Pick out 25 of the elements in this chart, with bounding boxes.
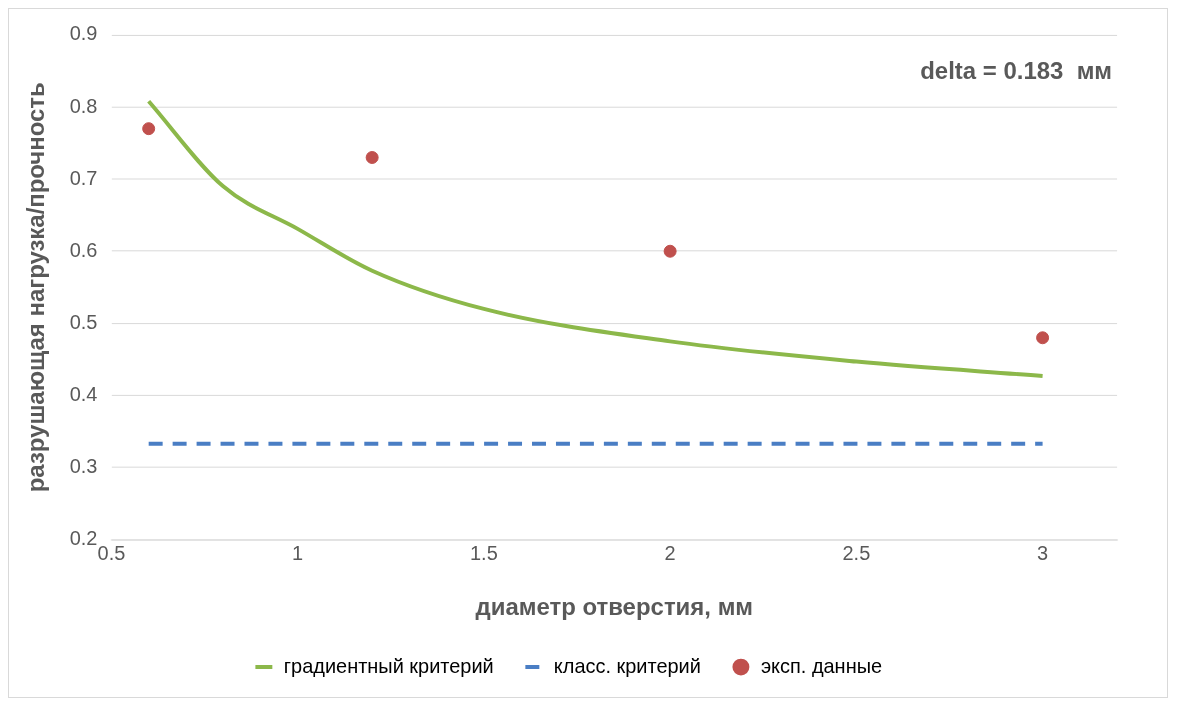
point <box>1036 331 1050 345</box>
y-axis-title: разрушающая нагрузка/прочность <box>21 82 49 493</box>
legend-label: эксп. данные <box>760 654 883 677</box>
point <box>142 122 156 136</box>
x-tick-label: 2.5 <box>842 542 871 565</box>
annotation: delta = 0.183 мм <box>920 57 1113 85</box>
point <box>365 151 379 164</box>
y-tick-label: 0.8 <box>69 94 98 117</box>
legend-label: класс. критерий <box>553 654 701 677</box>
y-tick-label: 0.5 <box>69 310 98 333</box>
y-tick-label: 0.9 <box>69 22 98 45</box>
y-tick-label: 0.6 <box>69 238 98 261</box>
y-tick-label: 0.7 <box>69 166 98 189</box>
x-tick-label: 2 <box>664 542 676 565</box>
y-tick-label: 0.2 <box>69 527 98 550</box>
x-tick-label: 0.5 <box>97 542 126 565</box>
x-tick-label: 3 <box>1037 542 1049 565</box>
x-tick-label: 1.5 <box>470 542 498 565</box>
x-tick-label: 1 <box>292 542 304 565</box>
legend-label: градиентный критерий <box>283 654 494 677</box>
y-tick-label: 0.3 <box>69 455 98 478</box>
line-series <box>146 99 1045 378</box>
x-axis-title: диаметр отверстия, мм <box>475 593 754 621</box>
point <box>663 244 677 258</box>
y-tick-label: 0.4 <box>69 382 98 405</box>
